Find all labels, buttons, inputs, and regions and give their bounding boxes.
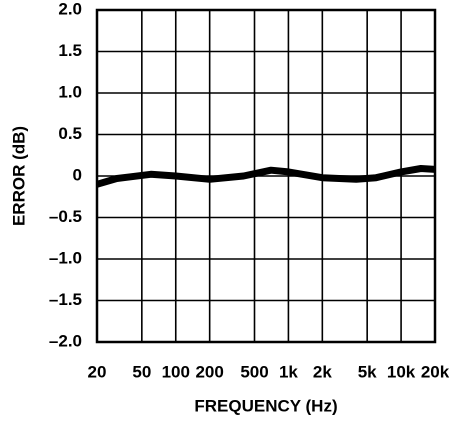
x-tick-label: 50 [132,362,151,381]
y-tick-label: –2.0 [49,331,82,350]
x-tick-label: 10k [387,362,416,381]
y-tick-label: 0.5 [58,124,82,143]
x-tick-label: 100 [162,362,190,381]
data-line [96,165,436,188]
x-tick-label: 500 [240,362,268,381]
x-tick-label: 1k [279,362,298,381]
plot-frame [95,8,437,344]
y-tick-label: –0.5 [49,207,82,226]
x-tick-label: 200 [195,362,223,381]
x-tick-label: 20 [88,362,107,381]
y-tick-label: –1.0 [49,248,82,267]
y-tick-label: 1.0 [58,82,82,101]
y-tick-label: 1.5 [58,41,82,60]
y-tick-label: –1.5 [49,290,82,309]
x-tick-label: 20k [421,362,450,381]
y-tick-label: 2.0 [58,0,82,18]
x-tick-label: 2k [313,362,332,381]
x-tick-label: 5k [358,362,377,381]
y-axis-title: ERROR (dB) [9,126,28,226]
x-axis-title: FREQUENCY (Hz) [194,396,337,415]
y-tick-label: 0 [73,165,82,184]
